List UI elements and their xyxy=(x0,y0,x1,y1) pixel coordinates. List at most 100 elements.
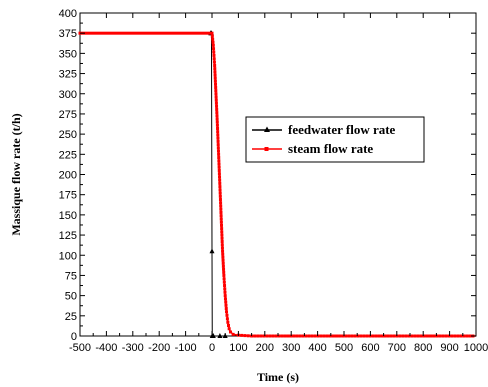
steam-flow-rate-marker xyxy=(147,31,151,35)
steam-flow-rate-marker xyxy=(210,31,214,35)
steam-flow-rate-marker xyxy=(215,117,219,121)
steam-flow-rate-marker xyxy=(377,334,381,338)
steam-flow-rate-marker xyxy=(123,31,127,35)
steam-flow-rate-marker xyxy=(344,334,348,338)
steam-flow-rate-marker xyxy=(295,334,299,338)
steam-flow-rate-marker xyxy=(407,334,411,338)
steam-flow-rate-marker xyxy=(153,31,157,35)
x-tick-label: 500 xyxy=(335,342,353,354)
steam-flow-rate-marker xyxy=(212,47,216,51)
steam-flow-rate-marker xyxy=(221,255,225,259)
x-tick-label: 900 xyxy=(440,342,458,354)
steam-flow-rate-marker xyxy=(224,303,228,307)
steam-flow-rate-marker xyxy=(221,252,225,256)
steam-flow-rate-marker xyxy=(96,31,100,35)
steam-flow-rate-marker xyxy=(240,333,244,337)
steam-flow-rate-marker xyxy=(213,76,217,80)
steam-flow-rate-marker xyxy=(225,317,229,321)
steam-flow-rate-marker xyxy=(277,334,281,338)
steam-flow-rate-marker xyxy=(195,31,199,35)
y-tick-label: 125 xyxy=(59,230,77,242)
steam-flow-rate-marker xyxy=(159,31,163,35)
steam-flow-rate-marker xyxy=(224,300,228,304)
steam-flow-rate-marker xyxy=(368,334,372,338)
steam-flow-rate-marker xyxy=(268,334,272,338)
steam-flow-rate-marker xyxy=(219,210,223,214)
steam-flow-rate-marker xyxy=(310,334,314,338)
steam-flow-rate-marker xyxy=(183,31,187,35)
steam-flow-rate-marker xyxy=(219,207,223,211)
steam-flow-rate-marker xyxy=(189,31,193,35)
steam-flow-rate-marker xyxy=(220,236,224,240)
steam-flow-rate-marker xyxy=(221,258,225,262)
steam-flow-rate-marker xyxy=(211,37,215,41)
steam-flow-rate-marker xyxy=(214,101,218,105)
steam-flow-rate-marker xyxy=(87,31,91,35)
steam-flow-rate-marker xyxy=(201,31,205,35)
legend-label-steam-flow-rate: steam flow rate xyxy=(288,141,373,156)
steam-flow-rate-marker xyxy=(223,294,227,298)
y-tick-label: 25 xyxy=(65,311,77,323)
steam-flow-rate-marker xyxy=(462,334,466,338)
steam-flow-rate-marker xyxy=(222,267,226,271)
steam-flow-rate-marker xyxy=(219,220,223,224)
steam-flow-rate-marker xyxy=(228,330,232,334)
steam-flow-rate-marker xyxy=(215,111,219,115)
steam-flow-rate-marker xyxy=(468,334,472,338)
steam-flow-rate-marker xyxy=(422,334,426,338)
steam-flow-rate-marker xyxy=(227,327,231,331)
y-tick-label: 100 xyxy=(59,250,77,262)
legend-box xyxy=(245,116,425,163)
steam-flow-rate-marker xyxy=(218,175,222,179)
steam-flow-rate-marker xyxy=(217,168,221,172)
y-tick-label: 300 xyxy=(59,89,77,101)
steam-flow-rate-marker xyxy=(211,43,215,47)
steam-flow-rate-marker xyxy=(231,332,235,336)
steam-flow-rate-marker xyxy=(218,198,222,202)
steam-flow-rate-marker xyxy=(425,334,429,338)
steam-flow-rate-marker xyxy=(271,334,275,338)
x-tick-label: 400 xyxy=(308,342,326,354)
steam-flow-rate-marker xyxy=(220,230,224,234)
x-tick-label: 1000 xyxy=(464,342,488,354)
steam-flow-rate-marker xyxy=(350,334,354,338)
steam-flow-rate-marker xyxy=(444,334,448,338)
steam-flow-rate-marker xyxy=(150,31,154,35)
steam-flow-rate-marker xyxy=(374,334,378,338)
steam-flow-rate-marker xyxy=(371,334,375,338)
steam-flow-rate-marker xyxy=(192,31,196,35)
steam-flow-rate-marker xyxy=(438,334,442,338)
y-tick-label: 275 xyxy=(59,109,77,121)
steam-flow-rate-marker xyxy=(217,152,221,156)
steam-flow-rate-marker xyxy=(219,201,223,205)
steam-flow-rate-marker xyxy=(218,194,222,198)
y-tick-label: 250 xyxy=(59,129,77,141)
steam-flow-rate-marker xyxy=(392,334,396,338)
steam-flow-rate-marker xyxy=(217,159,221,163)
steam-flow-rate-marker xyxy=(218,188,222,192)
steam-flow-rate-marker xyxy=(218,178,222,182)
steam-flow-rate-line xyxy=(80,32,476,337)
steam-flow-rate-marker xyxy=(353,334,357,338)
steam-flow-rate-marker xyxy=(138,31,142,35)
steam-flow-rate-marker xyxy=(331,334,335,338)
steam-flow-rate-marker xyxy=(429,334,433,338)
steam-flow-rate-marker xyxy=(307,334,311,338)
steam-flow-rate-marker xyxy=(322,334,326,338)
steam-flow-rate-marker xyxy=(220,223,224,227)
y-tick-label: 150 xyxy=(59,210,77,222)
steam-flow-rate-marker xyxy=(453,334,457,338)
steam-flow-rate-marker xyxy=(102,31,106,35)
steam-flow-rate-marker xyxy=(216,126,220,130)
steam-flow-rate-marker xyxy=(219,214,223,218)
steam-flow-rate-marker xyxy=(141,31,145,35)
y-tick-label: 400 xyxy=(59,8,77,20)
steam-flow-rate-marker xyxy=(216,136,220,140)
steam-flow-rate-marker xyxy=(221,261,225,265)
steam-flow-rate-marker xyxy=(259,334,263,338)
steam-flow-rate-marker xyxy=(389,334,393,338)
steam-flow-rate-marker xyxy=(215,114,219,118)
steam-flow-rate-marker xyxy=(362,334,366,338)
